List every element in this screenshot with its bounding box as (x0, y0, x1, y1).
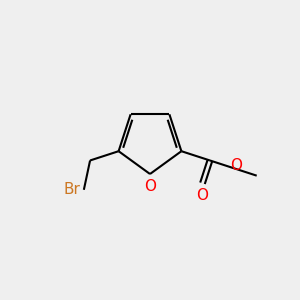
Text: Br: Br (63, 182, 80, 197)
Text: O: O (230, 158, 242, 172)
Text: O: O (196, 188, 208, 203)
Text: O: O (144, 179, 156, 194)
